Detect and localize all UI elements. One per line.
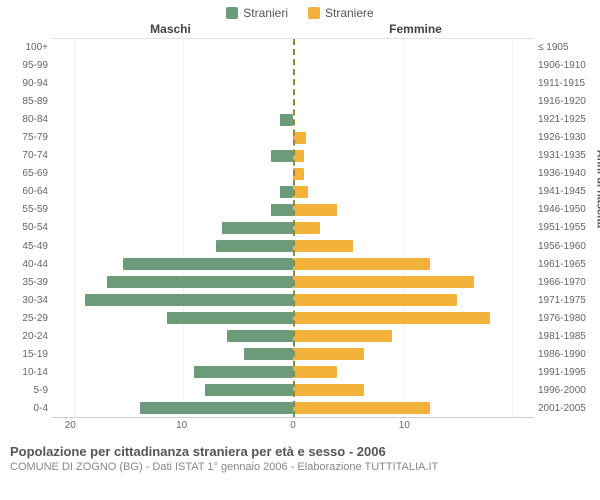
bar-female [293, 276, 474, 289]
pyramid-chart: Fasce di età 100+ 95-99 90-94 85-89 80-84 75-… [0, 38, 600, 418]
y-tick-birth: 1906-1910 [538, 60, 600, 71]
legend-label-male: Stranieri [243, 6, 288, 20]
y-tick-birth: 1986-1990 [538, 349, 600, 360]
chart-title: Popolazione per cittadinanza straniera p… [10, 444, 600, 459]
x-tick: 10 [176, 420, 187, 431]
y-tick-age: 15-19 [0, 349, 48, 360]
center-divider [293, 39, 295, 417]
bar-female [293, 258, 430, 271]
bar-male [280, 114, 293, 127]
y-tick-age: 0-4 [0, 403, 48, 414]
bar-female [293, 366, 337, 379]
bar-male [194, 366, 293, 379]
x-tick: 10 [399, 420, 410, 431]
legend-label-female: Straniere [325, 6, 374, 20]
y-tick-age: 80-84 [0, 114, 48, 125]
bar-female [293, 402, 430, 415]
y-tick-age: 45-49 [0, 241, 48, 252]
y-axis-title-right: Anni di nascita [594, 150, 600, 228]
legend-swatch-female [308, 7, 320, 19]
bar-male [216, 240, 293, 253]
legend-item-female: Straniere [308, 6, 374, 20]
y-tick-birth: 1996-2000 [538, 385, 600, 396]
y-tick-birth: 1946-1950 [538, 204, 600, 215]
bar-male [167, 312, 293, 325]
legend: Stranieri Straniere [0, 0, 600, 22]
bar-male [280, 186, 293, 199]
bar-male [107, 276, 293, 289]
plot-area [52, 38, 534, 418]
y-tick-birth: 1916-1920 [538, 96, 600, 107]
legend-swatch-male [226, 7, 238, 19]
bar-male [205, 384, 293, 397]
y-tick-birth: 1931-1935 [538, 150, 600, 161]
bar-male [271, 204, 293, 217]
y-tick-birth: 1961-1965 [538, 259, 600, 270]
y-tick-birth: 2001-2005 [538, 403, 600, 414]
header-female: Femmine [293, 22, 538, 36]
y-tick-birth: 1971-1975 [538, 295, 600, 306]
bar-female [293, 240, 353, 253]
y-tick-birth: 1911-1915 [538, 78, 600, 89]
bar-female [293, 222, 320, 235]
y-tick-age: 70-74 [0, 150, 48, 161]
bar-male [85, 294, 293, 307]
y-tick-age: 85-89 [0, 96, 48, 107]
y-tick-birth: 1966-1970 [538, 277, 600, 288]
bar-female [293, 312, 490, 325]
y-axis-title-left: Fasce di età [0, 165, 2, 228]
header-male: Maschi [48, 22, 293, 36]
y-tick-age: 5-9 [0, 385, 48, 396]
bar-male [227, 330, 293, 343]
y-tick-birth: 1941-1945 [538, 186, 600, 197]
y-tick-age: 55-59 [0, 204, 48, 215]
y-tick-age: 75-79 [0, 132, 48, 143]
y-axis-right: ≤ 1905 1906-1910 1911-1915 1916-1920 1921-19… [534, 38, 600, 418]
bar-male [222, 222, 293, 235]
bar-female [293, 186, 308, 199]
bar-male [140, 402, 293, 415]
y-tick-birth: 1936-1940 [538, 168, 600, 179]
y-tick-birth: 1926-1930 [538, 132, 600, 143]
bar-female [293, 204, 337, 217]
x-tick: 0 [290, 420, 296, 431]
bar-male [271, 150, 293, 163]
y-tick-age: 65-69 [0, 168, 48, 179]
y-tick-birth: ≤ 1905 [538, 42, 600, 53]
y-tick-age: 10-14 [0, 367, 48, 378]
bar-female [293, 330, 392, 343]
y-tick-birth: 1921-1925 [538, 114, 600, 125]
y-tick-age: 25-29 [0, 313, 48, 324]
y-tick-birth: 1976-1980 [538, 313, 600, 324]
bar-male [123, 258, 293, 271]
chart-subtitle: COMUNE DI ZOGNO (BG) - Dati ISTAT 1° gen… [10, 461, 600, 473]
bar-male [244, 348, 293, 361]
y-tick-age: 95-99 [0, 60, 48, 71]
y-axis-left: 100+ 95-99 90-94 85-89 80-84 75-79 70-74 65-69 6… [0, 38, 52, 418]
x-tick: 20 [65, 420, 76, 431]
bar-female [293, 384, 364, 397]
y-tick-age: 60-64 [0, 186, 48, 197]
bar-female [293, 294, 457, 307]
x-axis: 20 10 0 10 [0, 420, 600, 434]
y-tick-birth: 1981-1985 [538, 331, 600, 342]
legend-item-male: Stranieri [226, 6, 288, 20]
column-headers: Maschi Femmine [0, 22, 600, 36]
y-tick-age: 90-94 [0, 78, 48, 89]
y-tick-age: 50-54 [0, 222, 48, 233]
y-tick-age: 30-34 [0, 295, 48, 306]
y-tick-birth: 1956-1960 [538, 241, 600, 252]
y-tick-age: 40-44 [0, 259, 48, 270]
y-tick-age: 20-24 [0, 331, 48, 342]
y-tick-birth: 1991-1995 [538, 367, 600, 378]
y-tick-age: 35-39 [0, 277, 48, 288]
y-tick-age: 100+ [0, 42, 48, 53]
y-tick-birth: 1951-1955 [538, 222, 600, 233]
bar-female [293, 348, 364, 361]
